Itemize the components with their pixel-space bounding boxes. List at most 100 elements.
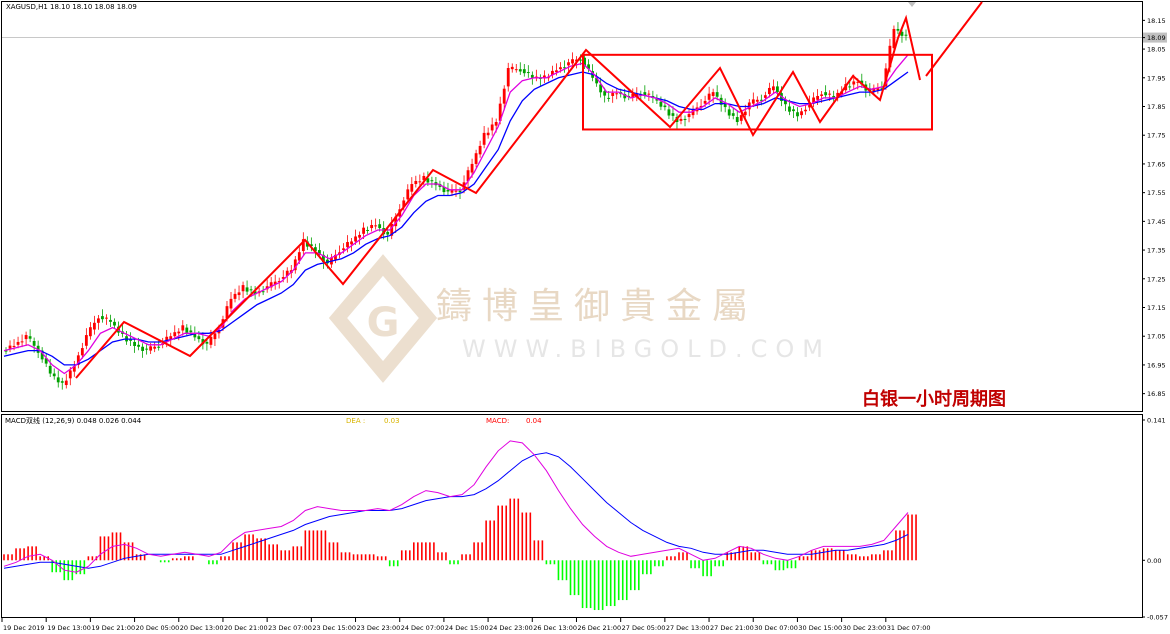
candle-body [607,97,611,99]
time-tick-label: 27 Dec 21:00 [710,624,754,632]
price-tick-label: 17.55 [1147,189,1166,197]
price-tick-label: 17.75 [1147,132,1166,140]
candle-body [595,77,599,84]
candle-body [145,348,149,350]
candle-body [784,99,787,105]
candle-body [739,115,743,121]
candle-body [414,180,418,185]
candle-body [659,101,663,107]
candle-body [297,252,301,261]
candle-body [32,341,36,346]
candle-body [470,163,474,173]
price-tick-label: 17.85 [1147,103,1166,111]
time-tick-label: 24 Dec 15:00 [445,624,489,632]
candle-body [4,350,8,352]
candle-body [209,336,213,345]
time-tick-label: 27 Dec 05:00 [622,624,666,632]
candle-body [567,62,570,66]
time-axis: 19 Dec 2019 19 Dec 13:00 19 Dec 21:00 20 De… [1,618,931,632]
price-axis: 18.15 18.09 18.05 17.95 17.85 17.75 17.65 17.55… [2,17,1167,398]
candle-body [735,117,739,123]
candle-body [474,153,478,164]
candle-body [52,373,56,377]
candle-body [683,118,687,120]
watermark-url: WWW.BIBGOLD.COM [462,335,831,363]
time-tick-label: 26 Dec 13:00 [533,624,577,632]
candle-body [715,92,719,97]
candle-body [205,341,209,344]
candle-body [109,319,112,322]
watermark: G 鑄博皇御貴金屬 WWW.BIBGOLD.COM [328,254,831,383]
candle-body [105,317,108,319]
candle-body [181,325,185,331]
candle-body [366,229,370,231]
candle-body [647,93,651,95]
candle-body [374,225,378,227]
price-tick-label: 17.45 [1147,218,1166,226]
candle-body [173,332,177,337]
candle-body [169,336,173,340]
candle-body [193,333,197,338]
time-tick-label: 30 Dec 15:00 [798,624,842,632]
candle-body [149,346,153,351]
candle-body [269,282,273,288]
price-tick-label: 18.09 [1147,34,1166,42]
candle-body [699,105,703,108]
candle-body [8,345,12,349]
candle-body [358,234,361,238]
candle-body [370,224,374,229]
time-tick-label: 20 Dec 21:00 [224,624,268,632]
candle-body [185,327,189,333]
candle-body [559,67,562,70]
candle-body [667,109,671,116]
candle-body [880,88,884,90]
candle-body [165,336,169,342]
candle-body [16,341,20,345]
candle-body [56,377,60,383]
macd-panel-frame [1,414,1143,618]
price-tick-label: 17.15 [1147,304,1166,312]
candle-body [792,109,795,112]
candle-body [153,346,157,349]
candle-body [763,95,767,98]
candle-body [277,281,281,283]
time-tick-label: 31 Dec 07:00 [887,624,931,632]
candle-body [723,103,727,108]
candle-body [64,380,68,386]
watermark-logo-letter: G [367,300,400,346]
candle-body [466,170,470,182]
candle-body [285,270,289,276]
candle-body [812,97,815,104]
candle-body [776,86,779,92]
candle-body [334,254,337,260]
candle-body [458,190,462,193]
dea-value: 0.03 [384,417,400,425]
candle-body [707,93,711,100]
candle-body [378,224,382,229]
candle-body [68,370,72,379]
candle-body [872,87,876,93]
price-tick-label: 17.65 [1147,160,1166,168]
macd-signal-line [3,452,909,569]
candle-body [571,59,574,64]
candle-body [354,236,357,242]
price-tick-label: 17.25 [1147,275,1166,283]
time-tick-label: 19 Dec 13:00 [47,624,91,632]
dea-label: DEA : [346,417,365,425]
candle-body [852,81,856,85]
candle-body [113,321,116,326]
candle-body [322,254,325,262]
candle-body [350,241,353,245]
candle-body [133,341,136,346]
candle-body [836,92,840,98]
candle-body [44,358,48,364]
candle-body [635,94,639,96]
time-tick-label: 26 Dec 21:00 [577,624,621,632]
candle-body [225,306,229,319]
candle-body [430,180,434,182]
price-tick-label: 17.95 [1147,74,1166,82]
candle-body [197,336,201,340]
macd-axis: 0.141 0.00 -0.057 [1142,417,1168,622]
candle-body [530,74,534,78]
candle-body [755,99,759,102]
